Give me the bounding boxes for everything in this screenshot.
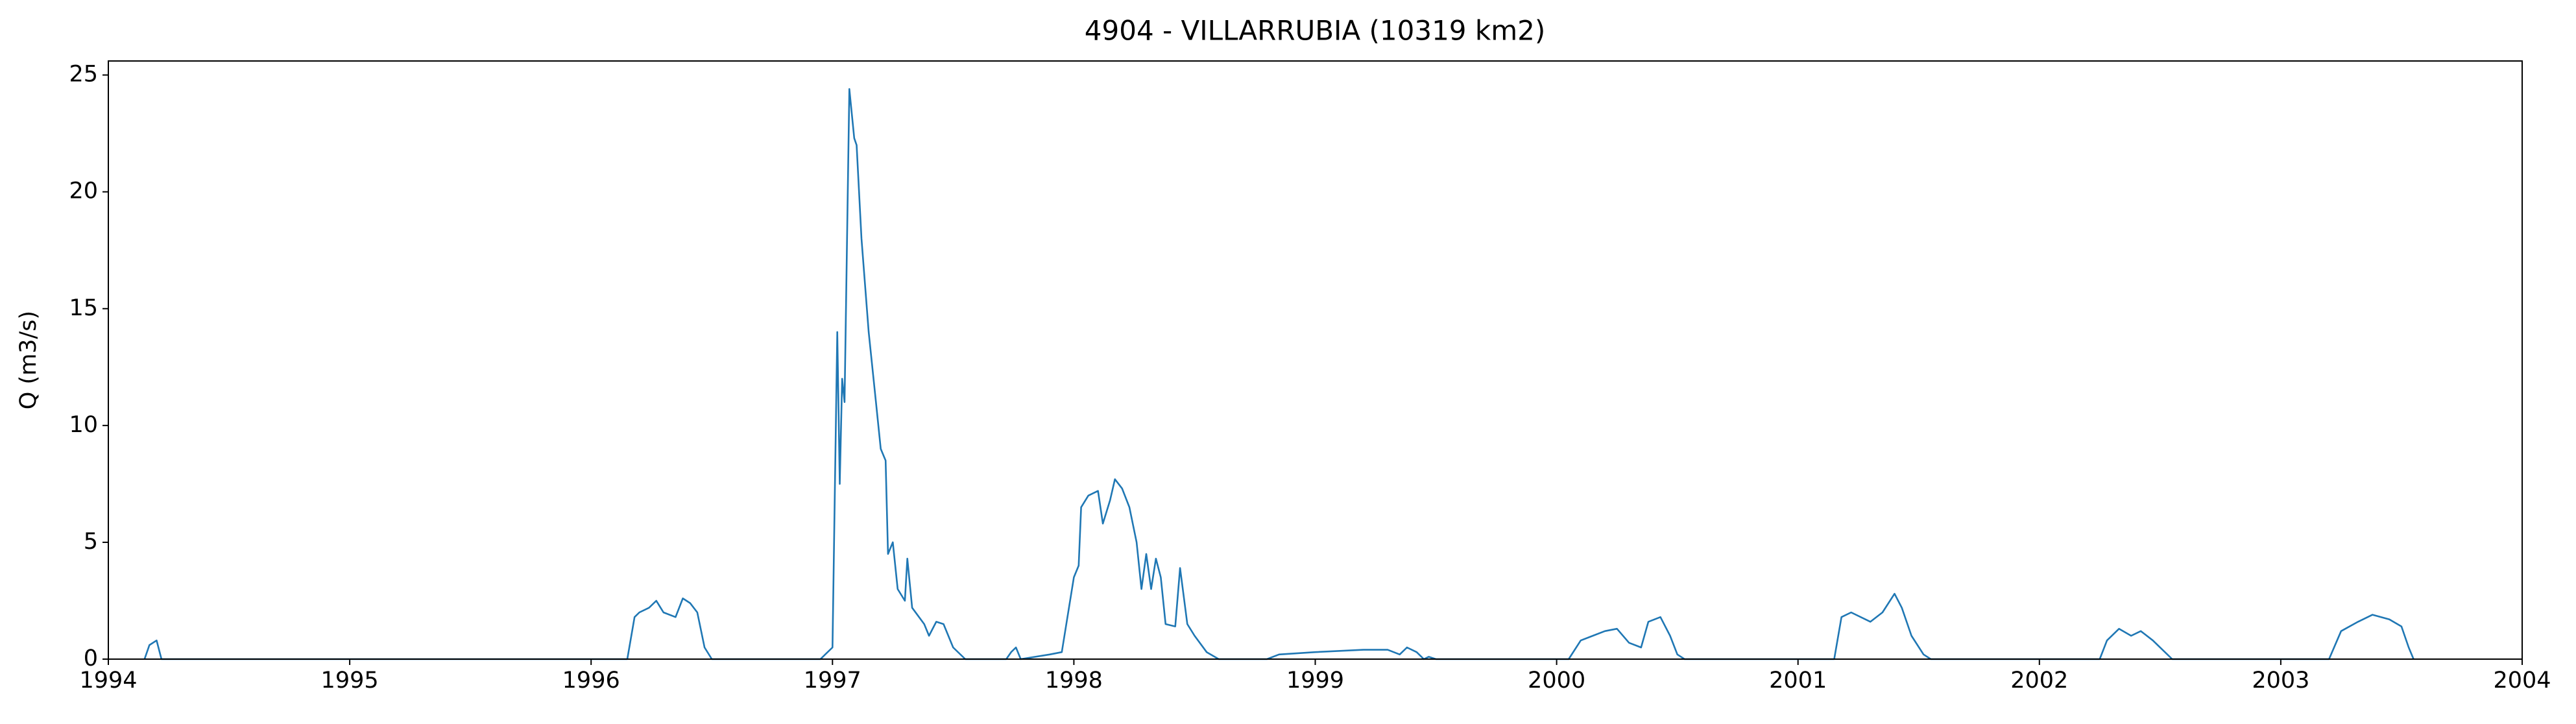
plot-frame bbox=[108, 60, 2523, 660]
y-tick-label: 20 bbox=[69, 178, 98, 204]
x-tick-label: 1995 bbox=[321, 668, 379, 694]
x-tick-label: 1996 bbox=[562, 668, 620, 694]
y-tick-label: 5 bbox=[84, 529, 98, 555]
chart-title: 4904 - VILLARRUBIA (10319 km2) bbox=[1085, 15, 1545, 47]
x-tick-label: 2004 bbox=[2493, 668, 2551, 694]
y-tick-label: 0 bbox=[84, 646, 98, 671]
x-tick-label: 1999 bbox=[1286, 668, 1344, 694]
x-tick-label: 1998 bbox=[1045, 668, 1103, 694]
x-tick-label: 2001 bbox=[1769, 668, 1827, 694]
x-tick-label: 2003 bbox=[2252, 668, 2309, 694]
y-tick-label: 10 bbox=[69, 412, 98, 438]
y-tick-label: 25 bbox=[69, 62, 98, 88]
x-tick-label: 2000 bbox=[1528, 668, 1585, 694]
data-line bbox=[143, 88, 2414, 660]
x-tick-label: 1994 bbox=[79, 668, 137, 694]
y-axis-label: Q (m3/s) bbox=[16, 311, 42, 409]
x-tick-label: 1997 bbox=[804, 668, 861, 694]
x-tick-label: 2002 bbox=[2010, 668, 2068, 694]
y-tick-label: 15 bbox=[69, 295, 98, 321]
